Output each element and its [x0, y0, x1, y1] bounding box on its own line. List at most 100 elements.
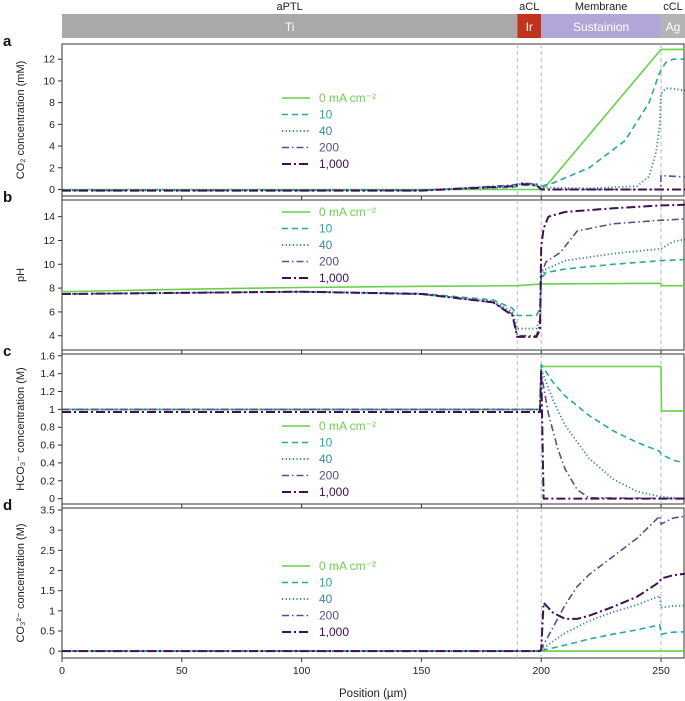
panel-letter: d [3, 497, 12, 514]
legend: 0 mA cm⁻² 10 40 200 1,000 [282, 91, 376, 171]
legend-label: 10 [319, 222, 333, 236]
legend-label: 40 [319, 124, 333, 138]
y-tick-label: 12 [43, 54, 55, 66]
y-tick-label: 4 [49, 141, 55, 153]
legend-label: 200 [319, 255, 339, 269]
x-tick-label: 0 [59, 665, 65, 677]
legend-label: 1,000 [319, 485, 349, 499]
layer-bar-ti [62, 14, 518, 38]
series-line-1-000 [62, 183, 685, 192]
series-line-1-000 [62, 368, 685, 500]
y-tick-label: 0.8 [40, 422, 55, 434]
legend-label: 200 [319, 609, 339, 623]
series-line-40 [62, 368, 685, 500]
plot-frame [61, 43, 685, 197]
y-tick-label: 10 [43, 75, 55, 87]
plot-frame [61, 199, 685, 351]
legend-label: 40 [319, 238, 333, 252]
legend-label: 1,000 [319, 157, 349, 171]
layer-material-label: Ti [285, 20, 295, 34]
x-tick-label: 50 [176, 665, 188, 677]
layer-bar-sustainion [541, 14, 662, 38]
legend-label: 0 mA cm⁻² [319, 419, 376, 433]
y-tick-label: 0.4 [40, 457, 55, 469]
layer-bar-ir [517, 14, 542, 38]
y-tick-label: 1.2 [40, 386, 55, 398]
series-line-0-ma-cm [62, 282, 685, 293]
y-tick-label: 10 [43, 259, 55, 271]
y-axis-label: HCO₃⁻ concentration (M) [15, 367, 27, 490]
layer-header: aPTL Ti aCL Ir Membrane Sustainion cCL Ag [62, 1, 685, 38]
y-tick-label: 12 [43, 235, 55, 247]
y-tick-label: 0.2 [40, 475, 55, 487]
panel-b: b 4 6 8 10 12 14 pH 0 mA cm⁻² 10 40 200 1,000 [3, 189, 685, 354]
plot-frame [61, 353, 685, 505]
series-line-10 [62, 624, 685, 652]
legend-label: 1,000 [319, 271, 349, 285]
y-tick-label: 1.6 [40, 350, 55, 362]
y-tick-label: 1 [49, 605, 55, 617]
series-line-40 [62, 87, 685, 191]
panel-a: a 0 2 4 6 8 10 12 CO₂ concentration (mM) 0 mA cm⁻… [3, 33, 685, 200]
y-tick-label: 0 [49, 646, 55, 658]
y-tick-label: 2 [49, 162, 55, 174]
panel-c: c 0 0.2 0.4 0.6 0.8 1 1.2 1.4 1.6 HCO₃⁻ concentrat… [3, 343, 685, 508]
plot-frame [61, 507, 685, 659]
y-tick-label: 0 [49, 184, 55, 196]
legend-label: 10 [319, 108, 333, 122]
legend: 0 mA cm⁻² 10 40 200 1,000 [282, 559, 376, 639]
series-group [62, 515, 685, 653]
x-tick-label: 150 [413, 665, 431, 677]
legend: 0 mA cm⁻² 10 40 200 1,000 [282, 205, 376, 285]
y-tick-label: 6 [49, 306, 55, 318]
series-line-10 [62, 363, 685, 464]
y-axis-label: CO₃²⁻ concentration (M) [15, 523, 27, 642]
panel-letter: c [3, 343, 11, 360]
y-tick-label: 4 [49, 330, 55, 342]
panel-d: d 0 0.5 1 1.5 2 2.5 3 3.5 0 50 100 150 200 250 CO₃²⁻ co… [3, 497, 685, 677]
y-tick-label: 1.4 [40, 368, 55, 380]
legend-label: 10 [319, 576, 333, 590]
y-tick-label: 3 [49, 525, 55, 537]
legend-label: 200 [319, 141, 339, 155]
series-line-200 [62, 218, 685, 337]
legend-label: 0 mA cm⁻² [319, 205, 376, 219]
y-tick-label: 8 [49, 97, 55, 109]
y-tick-label: 8 [49, 283, 55, 295]
series-line-1-000 [62, 572, 685, 653]
y-tick-label: 6 [49, 119, 55, 131]
series-line-200 [62, 372, 685, 500]
layer-region-label: cCL [663, 1, 683, 13]
legend-label: 0 mA cm⁻² [319, 91, 376, 105]
series-line-200 [62, 174, 685, 192]
layer-material-label: Sustainion [573, 20, 629, 34]
series-group [62, 203, 685, 338]
legend: 0 mA cm⁻² 10 40 200 1,000 [282, 419, 376, 499]
y-tick-label: 14 [43, 211, 55, 223]
y-tick-label: 2 [49, 565, 55, 577]
series-line-0-ma-cm [62, 48, 685, 191]
legend-label: 200 [319, 469, 339, 483]
y-tick-label: 0.5 [40, 625, 55, 637]
series-line-10 [62, 58, 685, 191]
legend-label: 40 [319, 592, 333, 606]
layer-region-label: aCL [519, 1, 539, 13]
layer-bar-ag [661, 14, 685, 38]
x-tick-label: 250 [652, 665, 670, 677]
y-tick-label: 0.6 [40, 440, 55, 452]
y-tick-label: 2.5 [40, 545, 55, 557]
x-axis-label: Position (µm) [339, 688, 407, 700]
layer-material-label: Ag [666, 20, 681, 34]
series-line-200 [62, 515, 685, 652]
panel-letter: b [3, 189, 12, 206]
legend-label: 0 mA cm⁻² [319, 559, 376, 573]
series-group [62, 48, 685, 192]
layer-region-label: Membrane [575, 1, 628, 13]
x-tick-label: 100 [293, 665, 311, 677]
y-tick-label: 0 [49, 493, 55, 505]
legend-label: 10 [319, 436, 333, 450]
y-tick-label: 3.5 [40, 505, 55, 517]
legend-label: 40 [319, 452, 333, 466]
y-axis-label: CO₂ concentration (mM) [15, 61, 27, 180]
